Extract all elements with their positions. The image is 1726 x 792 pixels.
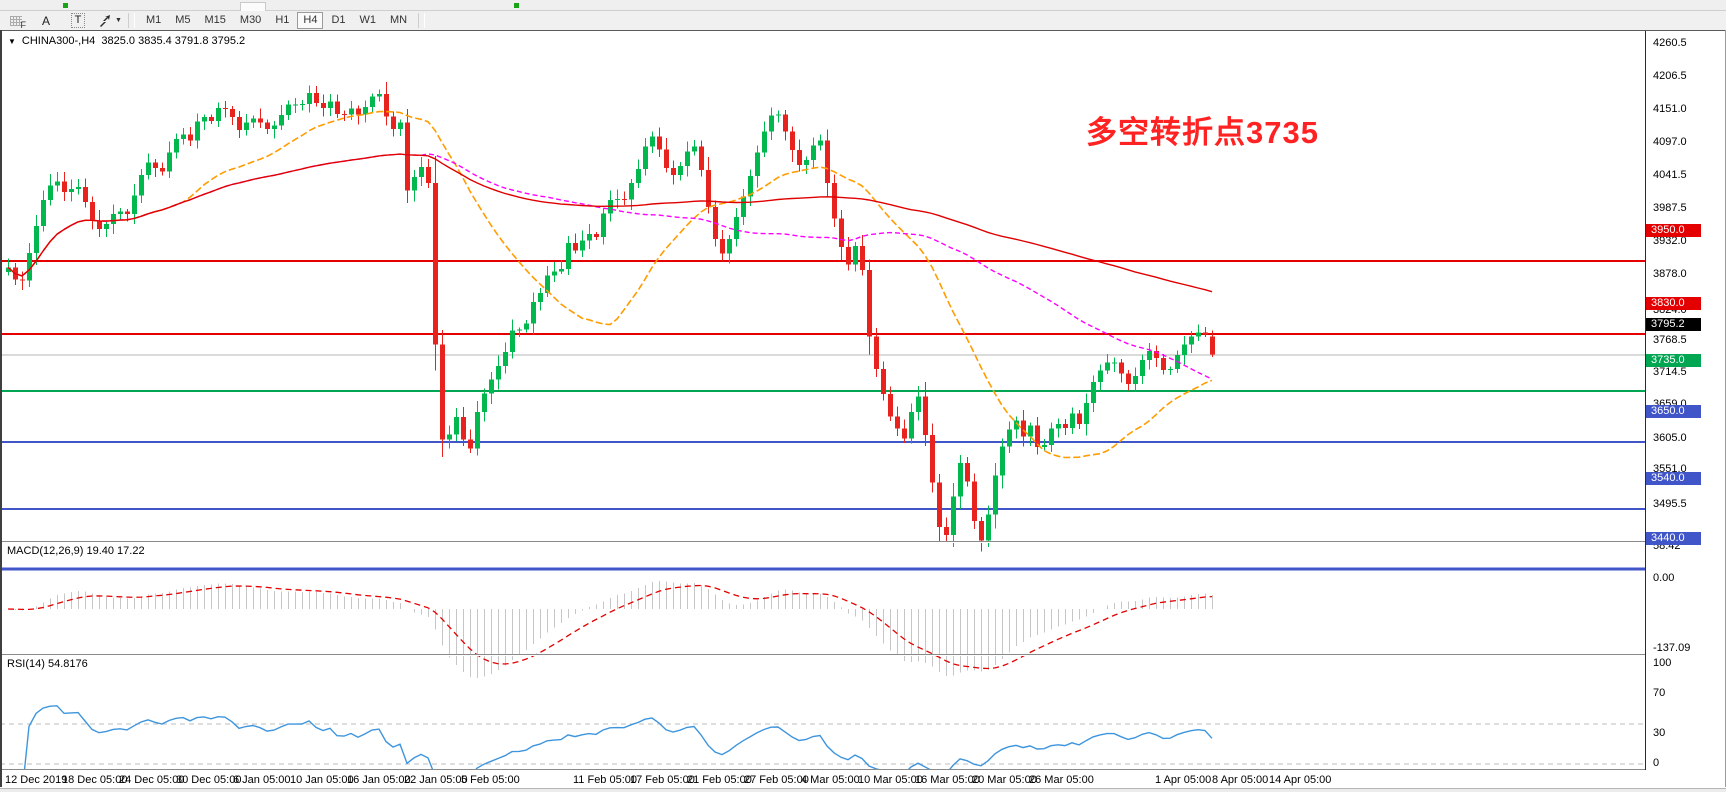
price-tick-label: 3932.0	[1653, 235, 1687, 247]
timeframe-d1[interactable]: D1	[331, 14, 346, 26]
price-tick-label: 3768.5	[1653, 334, 1687, 346]
rsi-axis-label: 30	[1653, 727, 1666, 739]
time-tick-label: 27 Feb 05:00	[744, 774, 809, 786]
time-tick-label: 12 Dec 2019	[5, 774, 68, 786]
timeframe-m5[interactable]: M5	[175, 14, 191, 26]
time-tick-label: 10 Mar 05:00	[858, 774, 923, 786]
time-tick-label: 11 Feb 05:00	[573, 774, 638, 786]
price-level-badge: 3735.0	[1646, 354, 1701, 367]
timeframe-m1[interactable]: M1	[145, 14, 162, 26]
toolbar-separator	[418, 13, 426, 28]
timeframe-h4[interactable]: H4	[297, 12, 324, 29]
time-tick-label: 1 Apr 05:00	[1155, 774, 1212, 786]
time-tick-label: 6 Jan 05:00	[233, 774, 291, 786]
price-level-badge: 3540.0	[1646, 472, 1701, 485]
chart-canvas[interactable]	[0, 31, 1726, 792]
macd-axis-label: 0.00	[1653, 572, 1675, 584]
f-label: F	[20, 20, 27, 30]
time-tick-label: 14 Apr 05:00	[1269, 774, 1332, 786]
collapse-arrow-icon[interactable]: ▼	[8, 37, 16, 46]
time-tick-label: 17 Feb 05:00	[630, 774, 695, 786]
price-level-badge: 3830.0	[1646, 297, 1701, 310]
rsi-axis-label: 70	[1653, 687, 1666, 699]
window-left-border	[0, 30, 2, 787]
rsi-axis-label: 100	[1653, 657, 1672, 669]
time-tick-label: 22 Jan 05:00	[404, 774, 468, 786]
timeframe-w1[interactable]: W1	[359, 14, 377, 26]
price-tick-label: 4097.0	[1653, 136, 1687, 148]
chart-title: ▼ CHINA300-,H4 3825.0 3835.4 3791.8 3795.…	[8, 35, 245, 47]
price-tick-label: 3714.5	[1653, 366, 1687, 378]
price-tick-label: 4151.0	[1653, 103, 1687, 115]
timeframe-mn[interactable]: MN	[390, 14, 408, 26]
price-tick-label: 4041.5	[1653, 169, 1687, 181]
price-level-badge: 3950.0	[1646, 224, 1701, 237]
pane-separator	[0, 769, 1726, 771]
time-tick-label: 16 Jan 05:00	[347, 774, 411, 786]
diagonal-arrows-icon	[100, 14, 110, 27]
dropdown-caret-icon[interactable]: ▼	[115, 17, 122, 24]
price-tick-label: 3878.0	[1653, 268, 1687, 280]
price-level-badge: 3650.0	[1646, 405, 1701, 418]
dots-grid-icon	[10, 15, 22, 26]
top-toolbar-partial	[0, 0, 1726, 11]
text-box-tool-icon[interactable]: T	[68, 12, 88, 29]
time-tick-label: 20 Mar 05:00	[972, 774, 1037, 786]
price-tick-label: 4260.5	[1653, 37, 1687, 49]
time-tick-label: 5 Feb 05:00	[461, 774, 520, 786]
ohlc-values: 3825.0 3835.4 3791.8 3795.2	[101, 35, 246, 47]
price-axis[interactable]: 4260.5 4206.5 4151.0 4097.0 4041.5 3987.5 3932…	[1646, 31, 1726, 771]
price-tick-label: 3605.0	[1653, 432, 1687, 444]
time-tick-label: 21 Feb 05:00	[687, 774, 752, 786]
timeframe-bar: M1 M5 M15 M30 H1 H4 D1 W1 MN	[139, 12, 414, 29]
price-axis-border	[1645, 31, 1646, 770]
connection-dot-icon	[63, 3, 68, 8]
connection-dot-icon	[514, 3, 519, 8]
price-tick-label: 4206.5	[1653, 70, 1687, 82]
timeframe-m15[interactable]: M15	[204, 14, 226, 26]
time-tick-label: 30 Dec 05:00	[176, 774, 242, 786]
toolbar: F A T ▼ M1 M5 M15 M30 H1 H4 D1 W1 MN	[0, 11, 1726, 31]
grid-f-icon[interactable]: F	[6, 12, 27, 30]
toolbar-separator	[127, 13, 135, 28]
pane-separator[interactable]	[0, 541, 1645, 543]
price-level-badge: 3795.2	[1646, 318, 1701, 331]
rsi-indicator-label: RSI(14) 54.8176	[7, 658, 88, 670]
macd-indicator-label: MACD(12,26,9) 19.40 17.22	[7, 545, 145, 557]
time-tick-label: 10 Jan 05:00	[290, 774, 354, 786]
price-tick-label: 3987.5	[1653, 202, 1687, 214]
text-label-tool-icon[interactable]: A	[41, 13, 50, 28]
time-axis[interactable]: 12 Dec 2019 18 Dec 05:00 24 Dec 05:00 30 De…	[0, 771, 1726, 788]
timeframe-h1[interactable]: H1	[275, 14, 290, 26]
price-tick-label: 3495.5	[1653, 498, 1687, 510]
time-tick-label: 24 Dec 05:00	[119, 774, 185, 786]
partial-button	[240, 2, 266, 11]
price-level-badge: 3440.0	[1646, 532, 1701, 545]
timeframe-m30[interactable]: M30	[239, 14, 262, 26]
rsi-axis-label: 0	[1653, 757, 1660, 769]
window-bottom-edge	[0, 788, 1726, 792]
pane-separator[interactable]	[0, 654, 1645, 656]
time-tick-label: 18 Dec 05:00	[62, 774, 128, 786]
chart-window[interactable]: ▼ CHINA300-,H4 3825.0 3835.4 3791.8 3795.…	[0, 30, 1726, 792]
time-tick-label: 26 Mar 05:00	[1029, 774, 1094, 786]
macd-axis-label: -137.09	[1653, 642, 1691, 654]
time-tick-label: 8 Apr 05:00	[1212, 774, 1269, 786]
arrow-styles-tool[interactable]: ▼	[98, 12, 122, 29]
chart-annotation: 多空转折点3735	[1086, 115, 1319, 150]
time-tick-label: 4 Mar 05:00	[801, 774, 860, 786]
symbol-period-label: CHINA300-,H4	[21, 35, 96, 47]
time-tick-label: 16 Mar 05:00	[915, 774, 980, 786]
